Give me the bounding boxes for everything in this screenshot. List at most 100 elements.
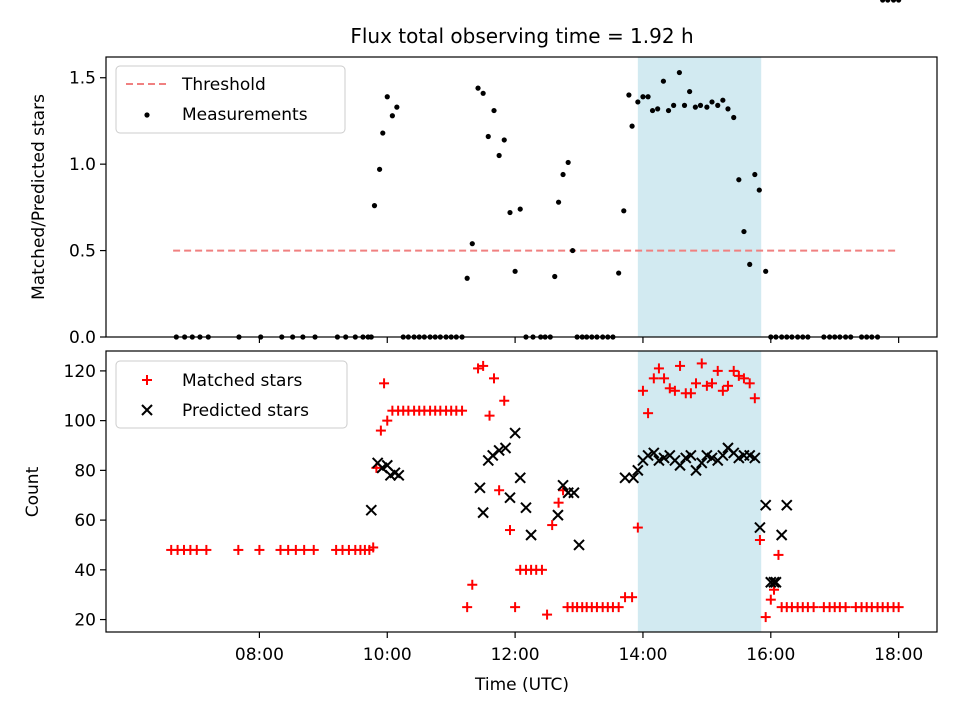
matched-stars-point xyxy=(808,602,819,613)
measurement-point xyxy=(616,270,622,276)
measurement-point xyxy=(485,133,491,140)
point-stroke-b xyxy=(568,487,580,499)
point-stroke-b xyxy=(504,492,516,504)
point-stroke-b xyxy=(487,449,499,462)
measurement-point xyxy=(640,94,646,100)
matched-stars-point xyxy=(701,380,712,391)
measurement-point xyxy=(671,102,677,108)
matched-stars-point xyxy=(648,373,659,384)
measurement-point xyxy=(565,159,571,166)
measurement-point xyxy=(645,94,651,100)
point-stroke-b xyxy=(619,472,631,484)
predicted-stars-point xyxy=(365,504,377,516)
measurement-point xyxy=(507,209,513,216)
matched-stars-point xyxy=(722,380,733,391)
point-stroke-b xyxy=(493,444,505,457)
predicted-stars-point xyxy=(781,499,793,511)
measurement-point xyxy=(475,85,481,91)
measurement-point xyxy=(890,0,897,3)
measurement-point xyxy=(629,123,635,129)
measurement-point xyxy=(725,106,731,112)
x-tick-label: 14:00 xyxy=(618,645,667,665)
measurement-point xyxy=(496,152,502,159)
measurement-point xyxy=(389,113,395,119)
matched-stars-point xyxy=(299,544,310,555)
matched-stars-point xyxy=(233,544,244,555)
matched-stars-point xyxy=(254,544,265,555)
bottom-y-tick-label: 40 xyxy=(74,561,96,581)
predicted-stars-point xyxy=(573,539,585,551)
x-tick-label: 12:00 xyxy=(491,645,540,665)
matched-stars-point xyxy=(536,564,547,575)
predicted-stars-point xyxy=(474,482,486,494)
matched-stars-point xyxy=(664,383,675,394)
measurement-point xyxy=(660,78,667,84)
point-stroke-b xyxy=(525,529,537,541)
bottom-y-tick-label: 120 xyxy=(64,362,96,382)
matched-stars-point xyxy=(717,385,728,396)
bottom-y-tick-label: 20 xyxy=(74,611,96,631)
point-stroke-b xyxy=(509,427,521,439)
predicted-stars-point xyxy=(648,447,660,459)
point-stroke-b xyxy=(664,449,676,462)
measurement-point xyxy=(376,166,383,172)
point-stroke-b xyxy=(728,447,740,459)
predicted-stars-point xyxy=(685,449,697,462)
matched-stars-point xyxy=(547,520,558,531)
predicted-stars-point xyxy=(514,472,526,484)
matched-stars-point xyxy=(696,358,707,369)
point-stroke-b xyxy=(696,457,708,469)
legend-predicted-label: Predicted stars xyxy=(182,401,309,421)
point-stroke-b xyxy=(648,447,660,459)
matched-stars-point xyxy=(201,544,212,555)
bottom-y-tick-label: 60 xyxy=(74,511,96,531)
matched-stars-point xyxy=(754,534,765,545)
matched-stars-point xyxy=(893,602,904,613)
predicted-stars-point xyxy=(525,529,537,541)
point-stroke-b xyxy=(754,521,766,534)
matched-stars-point xyxy=(765,594,776,605)
matched-stars-point xyxy=(744,378,755,389)
measurement-point xyxy=(676,69,682,76)
measurement-point xyxy=(741,228,747,235)
matched-stars-point xyxy=(499,395,510,406)
matched-stars-point xyxy=(368,542,379,553)
bottom-panel-counts: 20 40 60 80 100 120 08:00 10:00 12:00 14:00 16:00 1… xyxy=(64,350,938,665)
measurement-point xyxy=(371,203,378,209)
predicted-stars-point xyxy=(717,449,729,462)
matched-stars-point xyxy=(653,363,664,374)
predicted-stars-point xyxy=(749,452,761,464)
top-y-tick-label: 1.5 xyxy=(69,69,96,89)
matched-stars-point xyxy=(643,408,654,419)
predicted-stars-point xyxy=(552,509,564,521)
bottom-observing-window-shade xyxy=(637,351,762,632)
point-stroke-b xyxy=(722,442,734,454)
point-stroke-b xyxy=(674,459,686,472)
point-stroke-b xyxy=(381,459,393,472)
matched-stars-point xyxy=(632,522,643,533)
matched-stars-point xyxy=(675,360,686,371)
matched-stars-point xyxy=(473,363,484,374)
top-y-tick-label: 0.0 xyxy=(69,328,96,348)
matched-stars-point xyxy=(382,415,393,426)
measurement-point xyxy=(731,114,737,121)
legend-measurements-label: Measurements xyxy=(182,105,308,125)
point-stroke-b xyxy=(365,504,377,516)
point-stroke-b xyxy=(642,449,654,462)
matched-stars-point xyxy=(840,602,851,613)
point-stroke-b xyxy=(770,576,782,588)
point-stroke-b xyxy=(477,506,489,519)
measurement-point xyxy=(512,268,518,274)
point-stroke-b xyxy=(775,529,788,541)
point-stroke-b xyxy=(514,472,526,484)
legend-measurements-swatch xyxy=(144,112,150,118)
matched-stars-point xyxy=(738,373,749,384)
matched-stars-point xyxy=(627,592,638,603)
predicted-stars-point xyxy=(759,499,772,511)
top-y-axis-label: Matched/Predicted stars xyxy=(29,94,49,300)
matched-stars-point xyxy=(375,425,386,436)
measurement-point xyxy=(655,106,661,112)
matched-stars-point xyxy=(308,544,319,555)
matched-stars-point xyxy=(659,373,670,384)
predicted-stars-point xyxy=(765,576,777,588)
